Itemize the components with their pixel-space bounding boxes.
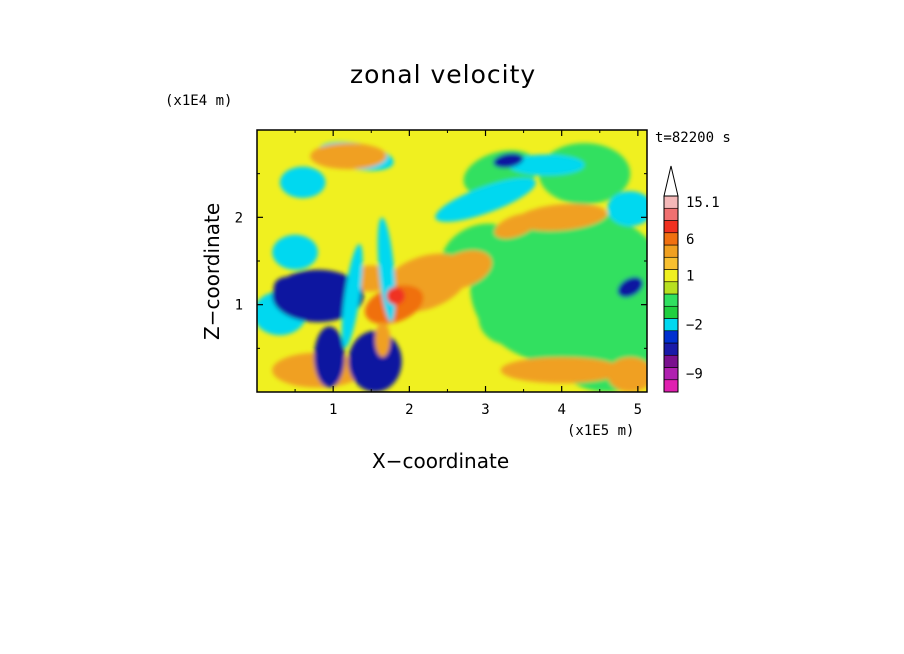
colorbar-segment xyxy=(663,220,679,234)
field-blob xyxy=(314,326,345,388)
field-blob xyxy=(341,244,363,348)
colorbar-segment xyxy=(663,269,679,283)
colorbar-segment xyxy=(663,244,679,258)
y-ticks: 12 xyxy=(235,173,647,349)
colorbar-label: −9 xyxy=(686,367,703,383)
colorbar-segment xyxy=(663,195,679,209)
colorbar-segment xyxy=(663,232,679,246)
field-blob xyxy=(607,191,647,227)
field-blob xyxy=(508,154,585,176)
colorbar-label: 1 xyxy=(686,269,694,285)
x-tick-label: 5 xyxy=(634,402,642,418)
colorbar-segment xyxy=(663,256,679,270)
y-unit-label: (x1E4 m) xyxy=(165,93,233,109)
colorbar-segment xyxy=(663,354,679,368)
chart-title: zonal velocity xyxy=(350,60,537,89)
colorbar-segment xyxy=(663,318,679,332)
colorbar-segment xyxy=(663,207,679,221)
colorbar-label: −2 xyxy=(686,318,703,334)
field-blob xyxy=(493,153,524,168)
x-ticks: 1 2 3 4 5 xyxy=(294,130,642,418)
colorbar-segment xyxy=(663,342,679,356)
colorbar: 15.1 6 1 −2 −9 xyxy=(663,165,720,393)
x-tick-label: 3 xyxy=(481,402,489,418)
time-label: t=82200 s xyxy=(655,130,731,146)
field-blob xyxy=(433,250,492,290)
field-blob xyxy=(500,357,623,384)
x-axis-title: X−coordinate xyxy=(372,449,510,473)
field-blob xyxy=(386,287,405,305)
colorbar-top-arrow xyxy=(663,165,679,197)
y-tick-label: 2 xyxy=(235,210,243,226)
x-tick-label: 2 xyxy=(405,402,413,418)
field-blob xyxy=(272,234,318,270)
field-blob xyxy=(494,213,538,239)
colorbar-segment xyxy=(663,379,679,393)
field-blob xyxy=(435,177,536,222)
x-tick-label: 1 xyxy=(329,402,337,418)
colorbar-segment xyxy=(663,305,679,319)
colorbar-segment xyxy=(663,281,679,295)
colorbar-label: 6 xyxy=(686,232,694,248)
x-tick-label: 4 xyxy=(557,402,565,418)
field-blob xyxy=(348,330,402,392)
colorbar-segment xyxy=(663,293,679,307)
colorbar-segment xyxy=(663,367,679,381)
field-blob xyxy=(310,143,387,170)
field-blob xyxy=(375,322,391,358)
field-blob xyxy=(617,276,643,298)
y-tick-label: 1 xyxy=(235,298,243,314)
field-blob xyxy=(279,166,326,199)
field-blob xyxy=(516,203,608,231)
colorbar-label: 15.1 xyxy=(686,195,720,211)
colorbar-frame xyxy=(663,195,679,393)
colorbar-segment xyxy=(663,330,679,344)
velocity-field xyxy=(257,130,647,392)
field-blob xyxy=(478,281,554,345)
field-blob xyxy=(273,276,302,298)
x-unit-label: (x1E5 m) xyxy=(567,423,635,439)
field-blobs xyxy=(257,141,647,392)
